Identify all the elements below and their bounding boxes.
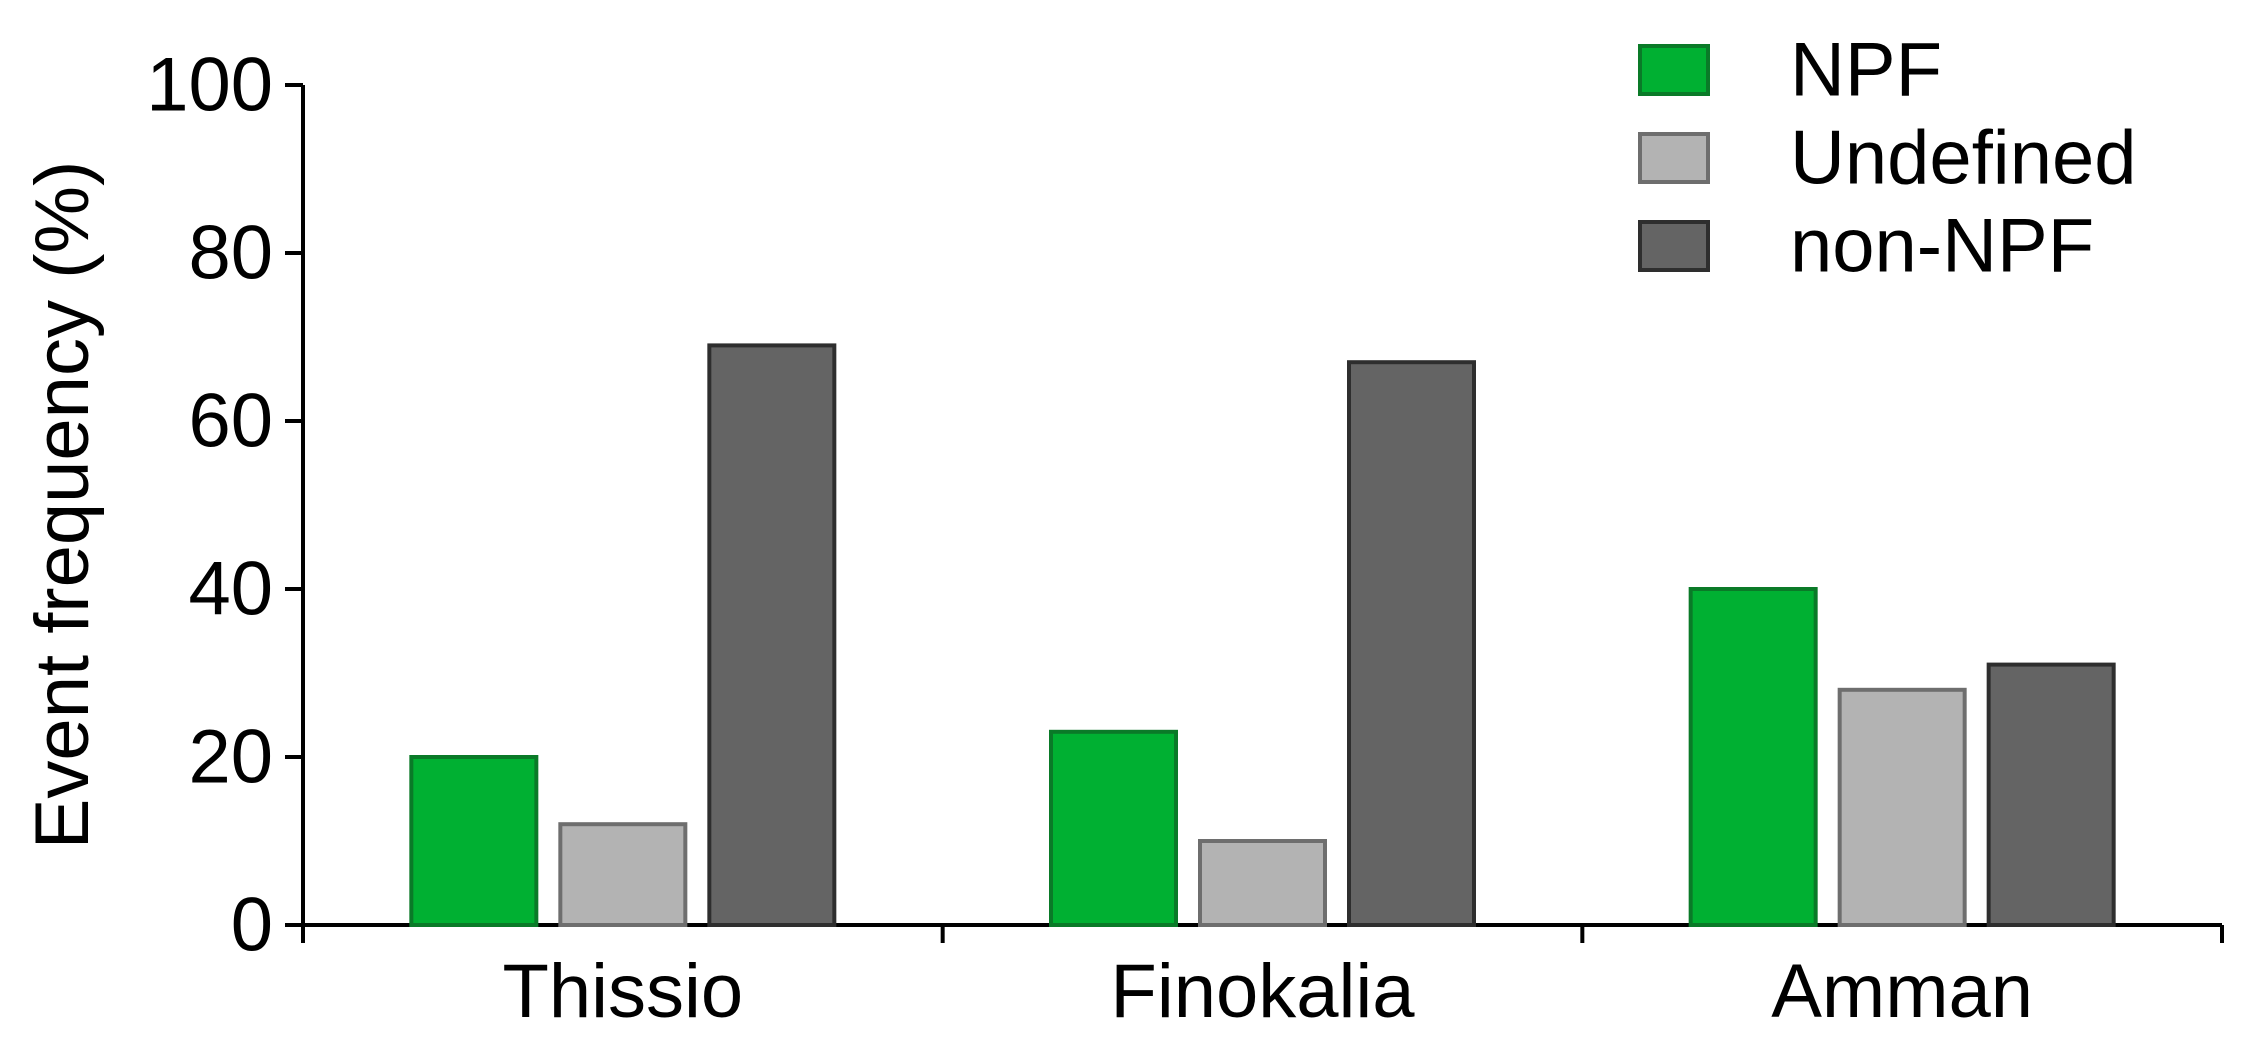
y-tick-label: 60 bbox=[188, 379, 273, 464]
bar-non-npf-amman bbox=[1986, 662, 2116, 927]
category-label: Thissio bbox=[502, 949, 743, 1034]
legend-label: non-NPF bbox=[1790, 204, 2094, 289]
legend-swatch bbox=[1638, 132, 1710, 184]
y-tick-label: 20 bbox=[188, 715, 273, 800]
bar-npf-finokalia bbox=[1049, 729, 1178, 927]
y-tick-label: 100 bbox=[146, 43, 273, 128]
y-axis-title: Event frequency (%) bbox=[20, 161, 105, 850]
legend-label: Undefined bbox=[1790, 116, 2137, 201]
bar-non-npf-thissio bbox=[707, 343, 837, 927]
x-ticks: Thissio Finokalia Amman bbox=[301, 925, 2224, 1034]
legend-label: NPF bbox=[1790, 28, 1942, 113]
category-label: Amman bbox=[1771, 949, 2033, 1034]
bar-undefined-finokalia bbox=[1198, 839, 1327, 927]
y-ticks: 0 20 40 60 80 100 bbox=[146, 43, 303, 968]
y-tick-label: 40 bbox=[188, 547, 273, 632]
bar-undefined-thissio bbox=[558, 822, 688, 928]
legend-swatch bbox=[1638, 220, 1710, 272]
bar-undefined-amman bbox=[1837, 687, 1967, 927]
legend-swatch bbox=[1638, 44, 1710, 96]
category-label: Finokalia bbox=[1110, 949, 1415, 1034]
bar-non-npf-finokalia bbox=[1347, 360, 1476, 927]
bar-npf-amman bbox=[1688, 587, 1818, 927]
y-tick-label: 0 bbox=[231, 883, 273, 968]
bar-npf-thissio bbox=[409, 755, 539, 927]
bars bbox=[409, 343, 2116, 928]
y-tick-label: 80 bbox=[188, 211, 273, 296]
